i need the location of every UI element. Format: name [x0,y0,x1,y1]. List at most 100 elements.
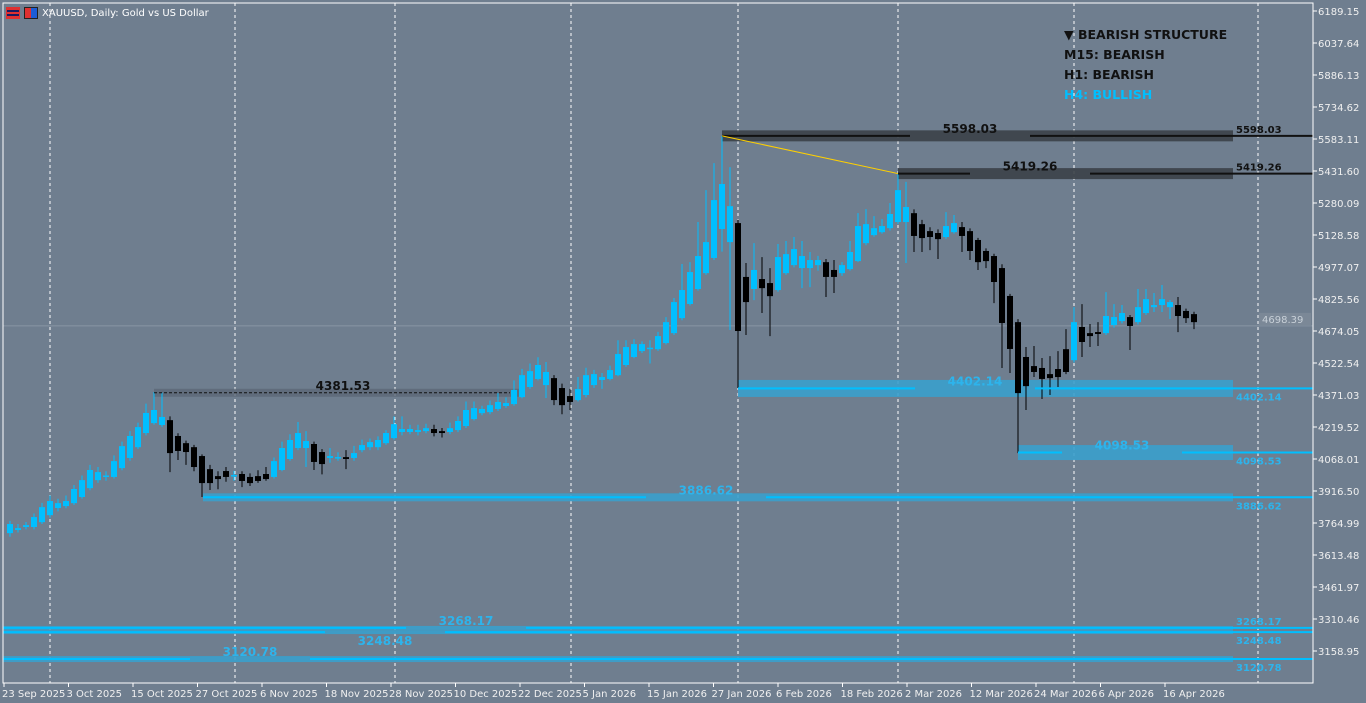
y-tick-label: 3461.97 [1318,583,1359,594]
current-price-tag [1259,312,1311,326]
bear-candle [191,447,197,468]
current-price-label: 4698.39 [1262,315,1303,326]
bull-candle [127,435,133,458]
bull-candle [7,524,13,534]
x-tick-label: 6 Apr 2026 [1099,689,1154,700]
x-tick-label: 18 Nov 2025 [325,689,389,700]
zone-supply [898,168,1233,180]
bull-candle [527,371,533,387]
bull-candle [479,408,485,414]
bull-candle [407,429,413,432]
x-tick-label: 27 Oct 2025 [196,689,258,700]
bear-candle [1127,317,1133,326]
bull-candle [367,442,373,448]
bear-candle [911,213,917,236]
bear-candle [743,276,749,303]
bull-candle [711,200,717,258]
y-tick-label: 4068.01 [1318,455,1359,466]
level-right-label: 3248.48 [1236,636,1282,647]
y-tick-label: 5128.58 [1318,231,1359,242]
bull-candle [71,488,77,504]
y-tick-label: 4219.52 [1318,423,1359,434]
symbol-icon[interactable] [24,7,38,19]
bear-candle [919,224,925,239]
bull-candle [47,501,53,516]
bear-candle [183,443,189,453]
bear-candle [551,378,557,401]
bull-candle [463,410,469,427]
y-tick-label: 3158.95 [1318,647,1359,658]
chart-title: XAUUSD, Daily: Gold vs US Dollar [42,7,209,19]
bull-candle [543,371,549,386]
grid-lines [3,3,1313,683]
bull-candle [535,365,541,379]
y-tick-label: 5280.09 [1318,199,1359,210]
bear-candle [223,471,229,477]
y-tick-label: 4674.05 [1318,327,1359,338]
x-tick-label: 23 Sep 2025 [2,689,65,700]
bear-candle [967,231,973,251]
bull-candle [679,290,685,319]
bull-candle [423,428,429,432]
level-right-label: 3120.78 [1236,663,1282,674]
bear-candle [983,250,989,262]
bull-candle [775,257,781,291]
bull-candle [111,461,117,477]
bear-candle [215,476,221,480]
bull-candle [471,408,477,420]
zones [3,130,1233,663]
bear-candle [247,476,253,484]
level-label: 3248.48 [358,634,413,648]
bear-candle [975,239,981,263]
y-tick-label: 6037.64 [1318,39,1359,50]
bear-candle [959,227,965,236]
x-tick-label: 27 Jan 2026 [712,689,772,700]
level-right-label: 4098.53 [1236,457,1282,468]
bull-candle [23,525,29,528]
bull-candle [287,439,293,460]
x-tick-label: 18 Feb 2026 [841,689,903,700]
bull-candle [503,403,509,406]
bear-candle [439,431,445,434]
bull-candle [415,430,421,432]
x-tick-label: 6 Feb 2026 [776,689,832,700]
level-label: 4402.14 [948,374,1003,388]
bull-candle [391,424,397,439]
bull-candle [951,223,957,233]
bear-candle [1175,305,1181,317]
bull-candle [119,446,125,469]
bear-candle [567,396,573,402]
level-label: 5419.26 [1003,160,1058,174]
bull-candle [807,260,813,269]
bull-candle [271,461,277,477]
zone-demand [1018,445,1233,461]
bull-candle [583,375,589,396]
bull-candle [1143,299,1149,314]
level-label: 4381.53 [316,379,371,393]
bull-candle [135,427,141,448]
bull-candle [719,184,725,229]
bear-candle [343,457,349,460]
bull-candle [671,302,677,334]
bull-candle [143,412,149,434]
bull-candle [447,428,453,432]
chart-grid-icon[interactable] [6,7,20,19]
level-label: 4098.53 [1095,439,1150,453]
structure-title: ▼ BEARISH STRUCTURE [1064,27,1228,42]
bull-candle [839,265,845,274]
bear-candle [431,429,437,434]
bear-candle [1191,314,1197,323]
bear-candle [255,476,261,481]
bull-candle [623,347,629,366]
bear-candle [167,420,173,454]
bear-candle [1031,366,1037,372]
bull-candle [871,228,877,236]
zone-demand [203,493,1233,502]
bear-candle [1079,326,1085,342]
zone-supply [722,130,1233,142]
bear-candle [1087,333,1093,337]
bear-candle [207,469,213,484]
bull-candle [631,344,637,357]
